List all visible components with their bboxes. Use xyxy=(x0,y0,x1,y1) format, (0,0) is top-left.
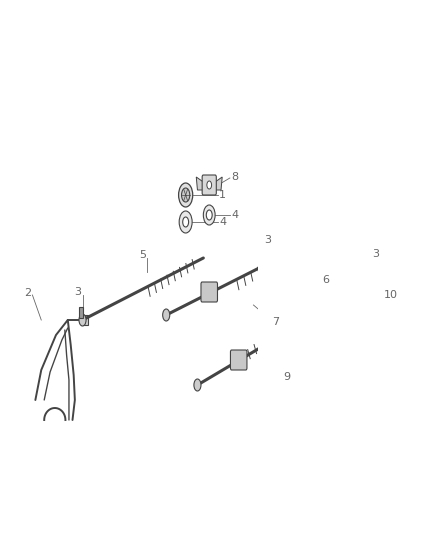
FancyBboxPatch shape xyxy=(358,258,361,271)
Text: 3: 3 xyxy=(264,235,271,245)
FancyBboxPatch shape xyxy=(230,350,247,370)
FancyBboxPatch shape xyxy=(201,282,218,302)
Text: 8: 8 xyxy=(231,172,238,182)
Circle shape xyxy=(206,210,212,220)
Circle shape xyxy=(181,188,190,202)
Circle shape xyxy=(207,181,212,189)
Text: 9: 9 xyxy=(283,372,290,382)
Circle shape xyxy=(79,314,86,326)
FancyBboxPatch shape xyxy=(287,248,290,261)
Polygon shape xyxy=(196,177,203,190)
Text: 3: 3 xyxy=(372,249,379,259)
Text: 2: 2 xyxy=(24,288,31,298)
FancyBboxPatch shape xyxy=(79,307,82,318)
Circle shape xyxy=(203,205,215,225)
Circle shape xyxy=(162,309,170,321)
Text: 6: 6 xyxy=(322,275,329,285)
Circle shape xyxy=(179,211,192,233)
Text: 4: 4 xyxy=(231,210,238,220)
Text: 5: 5 xyxy=(139,250,146,260)
Text: 4: 4 xyxy=(219,217,226,227)
FancyBboxPatch shape xyxy=(202,175,216,195)
Text: 10: 10 xyxy=(384,290,398,300)
FancyBboxPatch shape xyxy=(284,275,305,295)
Polygon shape xyxy=(215,177,222,190)
FancyBboxPatch shape xyxy=(81,315,88,325)
Text: 3: 3 xyxy=(74,287,81,297)
Circle shape xyxy=(183,217,189,227)
Text: 7: 7 xyxy=(272,317,279,327)
Text: 1: 1 xyxy=(219,190,226,200)
Circle shape xyxy=(179,183,193,207)
Circle shape xyxy=(194,379,201,391)
FancyBboxPatch shape xyxy=(357,287,374,303)
